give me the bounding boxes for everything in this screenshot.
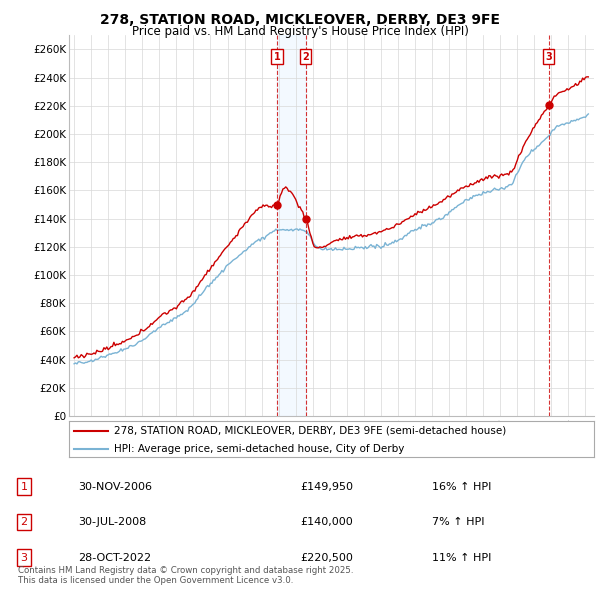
Text: 30-NOV-2006: 30-NOV-2006 bbox=[78, 482, 152, 491]
Text: £140,000: £140,000 bbox=[300, 517, 353, 527]
Text: 11% ↑ HPI: 11% ↑ HPI bbox=[432, 553, 491, 562]
Text: 278, STATION ROAD, MICKLEOVER, DERBY, DE3 9FE: 278, STATION ROAD, MICKLEOVER, DERBY, DE… bbox=[100, 13, 500, 27]
Text: 16% ↑ HPI: 16% ↑ HPI bbox=[432, 482, 491, 491]
Text: £149,950: £149,950 bbox=[300, 482, 353, 491]
Text: 278, STATION ROAD, MICKLEOVER, DERBY, DE3 9FE (semi-detached house): 278, STATION ROAD, MICKLEOVER, DERBY, DE… bbox=[113, 425, 506, 435]
Text: 1: 1 bbox=[20, 482, 28, 491]
Text: 2: 2 bbox=[20, 517, 28, 527]
Text: 3: 3 bbox=[20, 553, 28, 562]
Text: HPI: Average price, semi-detached house, City of Derby: HPI: Average price, semi-detached house,… bbox=[113, 444, 404, 454]
Text: Contains HM Land Registry data © Crown copyright and database right 2025.
This d: Contains HM Land Registry data © Crown c… bbox=[18, 566, 353, 585]
Text: 30-JUL-2008: 30-JUL-2008 bbox=[78, 517, 146, 527]
Text: £220,500: £220,500 bbox=[300, 553, 353, 562]
Text: 28-OCT-2022: 28-OCT-2022 bbox=[78, 553, 151, 562]
Text: 1: 1 bbox=[274, 51, 281, 61]
Text: 3: 3 bbox=[545, 51, 552, 61]
Text: 2: 2 bbox=[302, 51, 309, 61]
Bar bbox=[277, 35, 305, 416]
Text: Price paid vs. HM Land Registry's House Price Index (HPI): Price paid vs. HM Land Registry's House … bbox=[131, 25, 469, 38]
Text: 7% ↑ HPI: 7% ↑ HPI bbox=[432, 517, 485, 527]
